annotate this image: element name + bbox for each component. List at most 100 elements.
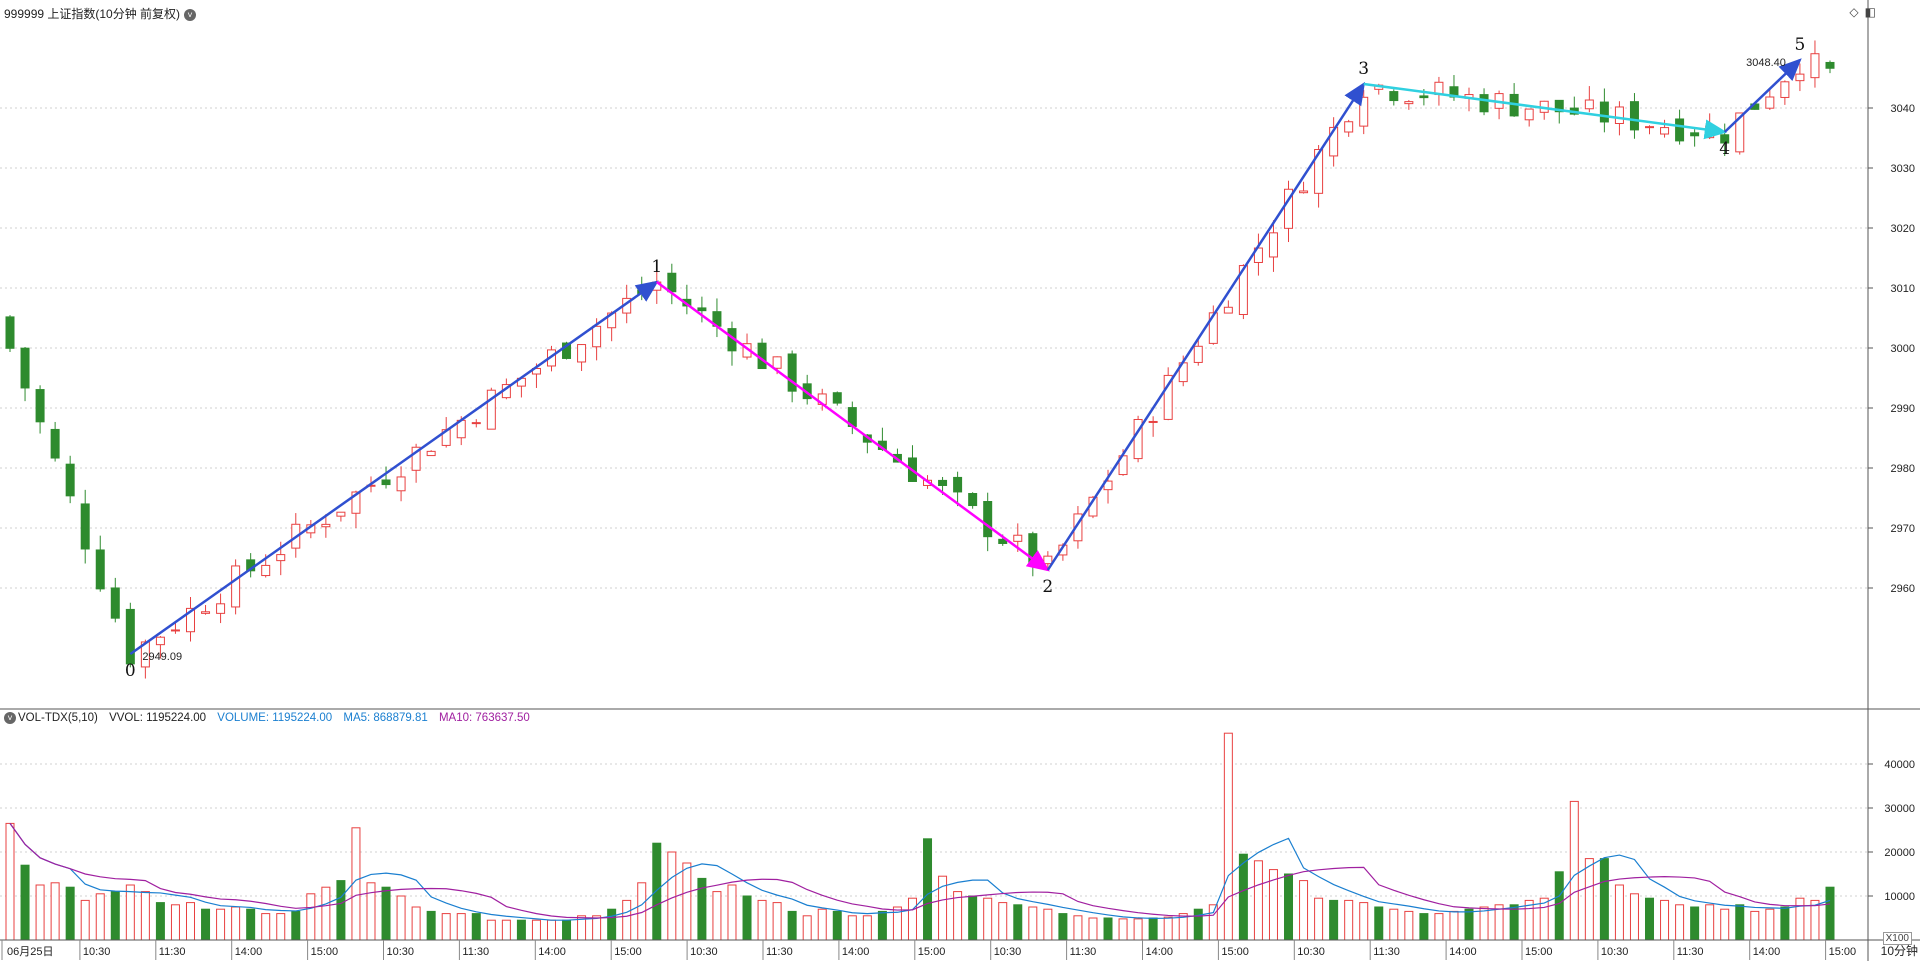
x-tick-label: 10:30 — [1297, 946, 1325, 958]
candle — [95, 535, 105, 592]
candle — [336, 511, 346, 522]
volume-bar — [140, 891, 150, 941]
x-tick-label: 06月25日 — [7, 946, 53, 958]
volume-bar — [1133, 918, 1143, 941]
volume-bar — [1193, 908, 1203, 941]
vol-ma5: MA5: 868879.81 — [343, 712, 428, 725]
volume-bar — [35, 884, 45, 941]
volume-bar — [1795, 897, 1805, 941]
candle — [110, 577, 120, 623]
volume-bar — [1554, 871, 1564, 941]
volume-bar — [968, 895, 978, 941]
x-tick-label: 10:30 — [994, 946, 1022, 958]
candle — [1810, 40, 1820, 88]
chevron-down-icon[interactable]: ˅ — [4, 712, 16, 724]
volume-bar — [531, 919, 541, 941]
volume-bar — [1569, 800, 1579, 941]
x-tick-label: 11:30 — [159, 946, 186, 958]
wave-lines — [129, 58, 1802, 656]
chart-title[interactable]: 999999 上证指数(10分钟 前复权) ˅ — [4, 5, 197, 22]
candle — [321, 514, 331, 538]
volume-bar — [110, 891, 120, 941]
volume-bar — [1464, 908, 1474, 941]
candle — [1645, 125, 1655, 135]
x-tick-label: 14:00 — [1753, 946, 1781, 958]
volume-bar — [1419, 913, 1429, 941]
x-tick-label: 11:30 — [1373, 946, 1400, 958]
candle — [216, 593, 226, 624]
candle — [20, 346, 30, 402]
candle — [697, 296, 707, 323]
candle — [411, 443, 421, 483]
volume-bar — [441, 913, 451, 941]
volume-bar — [1524, 899, 1534, 941]
volume-bar — [80, 899, 90, 941]
volume-bar — [907, 897, 917, 941]
candle — [5, 315, 15, 352]
volume-bar — [185, 902, 195, 941]
wave-segment — [656, 280, 1050, 572]
volume-bar — [1223, 732, 1233, 941]
volume-bar — [1314, 897, 1324, 941]
chevron-down-icon[interactable]: ˅ — [184, 8, 197, 21]
candle — [1705, 113, 1715, 140]
candle — [486, 387, 496, 430]
diamond-icon[interactable]: ◇ — [1849, 5, 1859, 19]
volume-bar — [817, 908, 827, 941]
candle — [968, 492, 978, 509]
candle — [1479, 88, 1489, 116]
volume-bar — [682, 862, 692, 941]
candle — [170, 622, 180, 634]
volume-bar — [562, 919, 572, 941]
volume-bar — [1359, 902, 1369, 941]
volume-header: ˅ VOL-TDX(5,10) VVOL: 1195224.00 VOLUME: … — [4, 712, 538, 724]
x-tick-label: 15:00 — [614, 946, 642, 958]
window-icon[interactable]: ◧ — [1864, 5, 1876, 19]
x-tick-label: 14:00 — [842, 946, 870, 958]
volume-bar — [546, 919, 556, 941]
volume-bar — [1329, 899, 1339, 941]
volume-bar — [501, 919, 511, 941]
candle — [246, 553, 256, 578]
volume-unit: X100 — [1882, 932, 1912, 945]
x-tick-label: 14:00 — [235, 946, 263, 958]
candle — [1389, 89, 1399, 106]
volume-bar — [1584, 858, 1594, 941]
price-tick-label: 2990 — [1891, 403, 1915, 415]
candle — [1735, 112, 1745, 155]
volume-bar — [983, 897, 993, 941]
volume-bar — [1660, 899, 1670, 941]
volume-bar — [832, 910, 842, 941]
wave-segment — [1723, 58, 1802, 133]
volume-bar — [1208, 904, 1218, 941]
period-selector[interactable]: 10分钟 — [1880, 944, 1918, 958]
volume-bar — [1599, 858, 1609, 941]
candle — [577, 344, 587, 371]
volume-bar — [1675, 904, 1685, 941]
candle — [231, 559, 241, 615]
volume-bar — [1705, 904, 1715, 941]
volume-bar — [1148, 917, 1158, 941]
volume-bar — [1434, 913, 1444, 941]
volume-bar — [471, 913, 481, 941]
candlesticks — [5, 40, 1835, 679]
wave-label: 0 — [125, 661, 136, 681]
volume-bar — [1614, 884, 1624, 941]
volume-bar — [1765, 908, 1775, 941]
volume-bar — [712, 891, 722, 941]
candle — [682, 284, 692, 315]
candle — [1599, 88, 1609, 133]
x-tick-label: 14:00 — [538, 946, 566, 958]
volume-bar — [1013, 904, 1023, 941]
volume-bar — [1810, 899, 1820, 941]
volume-bar — [877, 910, 887, 941]
volume-bar — [772, 902, 782, 941]
volume-bar — [276, 913, 286, 941]
candle — [1554, 99, 1564, 124]
chart-tools: ◇ ◧ — [1843, 5, 1876, 19]
x-tick-label: 10:30 — [387, 946, 415, 958]
volume-bar — [1389, 908, 1399, 941]
x-tick-label: 15:00 — [918, 946, 946, 958]
